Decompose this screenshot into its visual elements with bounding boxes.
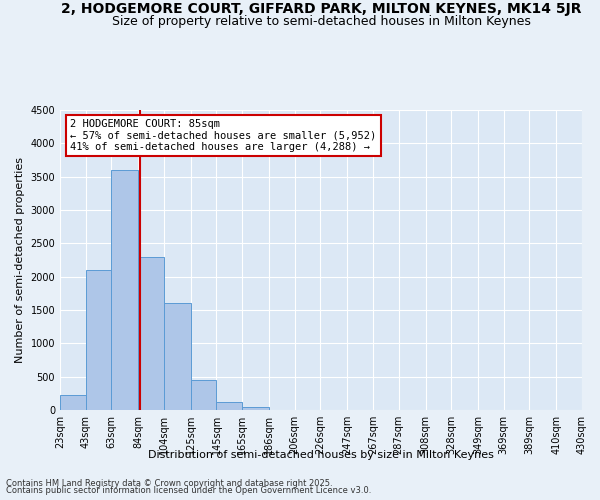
Text: Size of property relative to semi-detached houses in Milton Keynes: Size of property relative to semi-detach… xyxy=(112,15,530,28)
Text: 2 HODGEMORE COURT: 85sqm
← 57% of semi-detached houses are smaller (5,952)
41% o: 2 HODGEMORE COURT: 85sqm ← 57% of semi-d… xyxy=(70,119,377,152)
Bar xyxy=(112,170,138,410)
Text: Contains public sector information licensed under the Open Government Licence v3: Contains public sector information licen… xyxy=(6,486,371,495)
Bar xyxy=(217,402,242,410)
Bar xyxy=(242,406,269,410)
Text: 2, HODGEMORE COURT, GIFFARD PARK, MILTON KEYNES, MK14 5JR: 2, HODGEMORE COURT, GIFFARD PARK, MILTON… xyxy=(61,2,581,16)
Text: Contains HM Land Registry data © Crown copyright and database right 2025.: Contains HM Land Registry data © Crown c… xyxy=(6,478,332,488)
Bar xyxy=(191,380,217,410)
Y-axis label: Number of semi-detached properties: Number of semi-detached properties xyxy=(15,157,25,363)
Bar xyxy=(60,394,86,410)
Bar xyxy=(164,304,191,410)
Bar xyxy=(86,270,112,410)
Text: Distribution of semi-detached houses by size in Milton Keynes: Distribution of semi-detached houses by … xyxy=(148,450,494,460)
Bar xyxy=(138,256,164,410)
